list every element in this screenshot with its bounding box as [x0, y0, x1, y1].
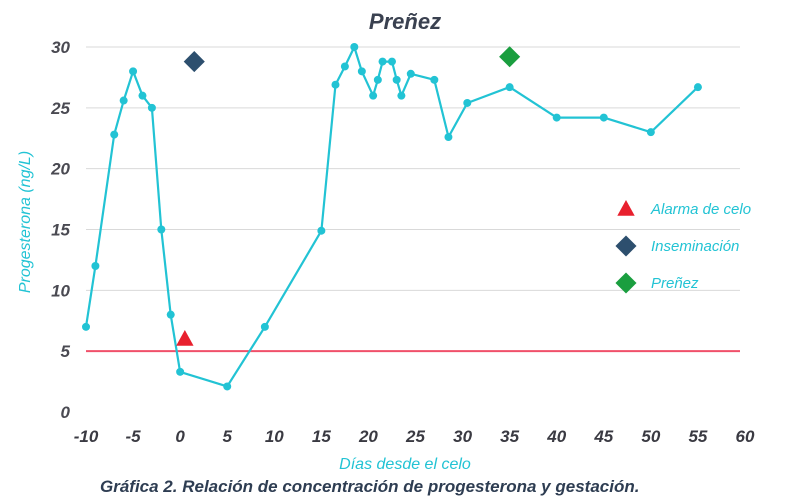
data-point — [157, 225, 166, 234]
data-point — [430, 75, 439, 84]
data-point — [693, 83, 702, 92]
y-tick-label: 15 — [51, 221, 70, 240]
data-point — [340, 62, 349, 71]
x-tick-label: 50 — [641, 427, 660, 446]
legend-pre-ez-label: Preñez — [651, 275, 699, 292]
data-point — [331, 80, 340, 89]
x-tick-label: 0 — [175, 427, 185, 446]
y-tick-label: 5 — [61, 342, 71, 361]
legend-inseminaci-n-symbol — [615, 235, 637, 257]
x-tick-label: 5 — [222, 427, 232, 446]
data-point — [223, 382, 232, 391]
data-point — [387, 57, 396, 66]
data-point — [82, 322, 90, 331]
data-point — [357, 67, 366, 76]
x-tick-label: 10 — [265, 427, 284, 446]
y-tick-label: 0 — [61, 403, 71, 422]
data-point — [397, 91, 406, 100]
data-point — [91, 262, 100, 270]
x-tick-label: 30 — [453, 427, 472, 446]
data-point — [406, 69, 415, 78]
data-point — [129, 67, 138, 76]
y-tick-label: 20 — [50, 160, 70, 179]
x-tick-label: 55 — [688, 427, 707, 446]
grid — [86, 46, 740, 352]
x-tick-label: 15 — [312, 427, 331, 446]
x-tick-label: 60 — [736, 427, 755, 446]
y-tick-label: 10 — [51, 281, 70, 300]
data-point — [110, 130, 119, 139]
data-point — [119, 96, 128, 105]
y-axis-label: Progesterona (ng/L) — [17, 151, 34, 293]
legend-alarma-de-celo-label: Alarma de celo — [650, 201, 751, 218]
data-points — [82, 43, 702, 391]
x-tick-label: -5 — [126, 427, 142, 446]
data-point — [444, 133, 453, 142]
x-tick-label: 20 — [358, 427, 378, 446]
data-point — [176, 367, 185, 376]
data-point — [260, 322, 269, 331]
legend-alarma-de-celo-symbol — [617, 200, 635, 216]
y-tick-labels: 0 5 10 15 20 25 30 — [50, 38, 70, 422]
data-point — [166, 310, 175, 319]
legend-pre-ez-symbol — [615, 272, 637, 294]
data-point — [147, 103, 156, 112]
x-tick-label: 40 — [546, 427, 566, 446]
figure-caption: Gráfica 2. Relación de concentración de … — [100, 477, 639, 496]
data-point — [369, 91, 378, 100]
x-tick-label: -10 — [74, 427, 99, 446]
data-point — [505, 83, 514, 92]
data-point — [373, 75, 382, 84]
y-tick-label: 30 — [51, 38, 70, 57]
alarma-de-celo-marker — [176, 330, 194, 346]
data-point — [378, 57, 387, 66]
chart-title: Preñez — [369, 9, 441, 34]
data-point — [317, 226, 326, 235]
legend-inseminaci-n-label: Inseminación — [651, 238, 739, 255]
data-point — [646, 128, 655, 137]
data-point — [392, 75, 401, 84]
x-tick-label: 25 — [405, 427, 425, 446]
y-tick-label: 25 — [50, 99, 70, 118]
x-tick-label: 35 — [500, 427, 519, 446]
x-axis-label: Días desde el celo — [339, 456, 471, 473]
event-markers — [176, 46, 521, 346]
progesterone-line — [84, 45, 699, 388]
data-point — [350, 43, 359, 51]
series-line — [84, 45, 699, 388]
legend: Alarma de celo Inseminación Preñez — [615, 200, 751, 294]
pre-ez-marker — [499, 46, 521, 68]
inseminaci-n-marker — [183, 51, 205, 73]
data-point — [463, 98, 472, 107]
x-tick-label: 45 — [593, 427, 613, 446]
x-tick-labels: -10 -5 0 5 10 15 20 25 30 35 40 45 50 55 60 — [74, 427, 755, 446]
data-point — [138, 91, 147, 100]
data-point — [599, 113, 608, 122]
data-point — [552, 113, 561, 122]
